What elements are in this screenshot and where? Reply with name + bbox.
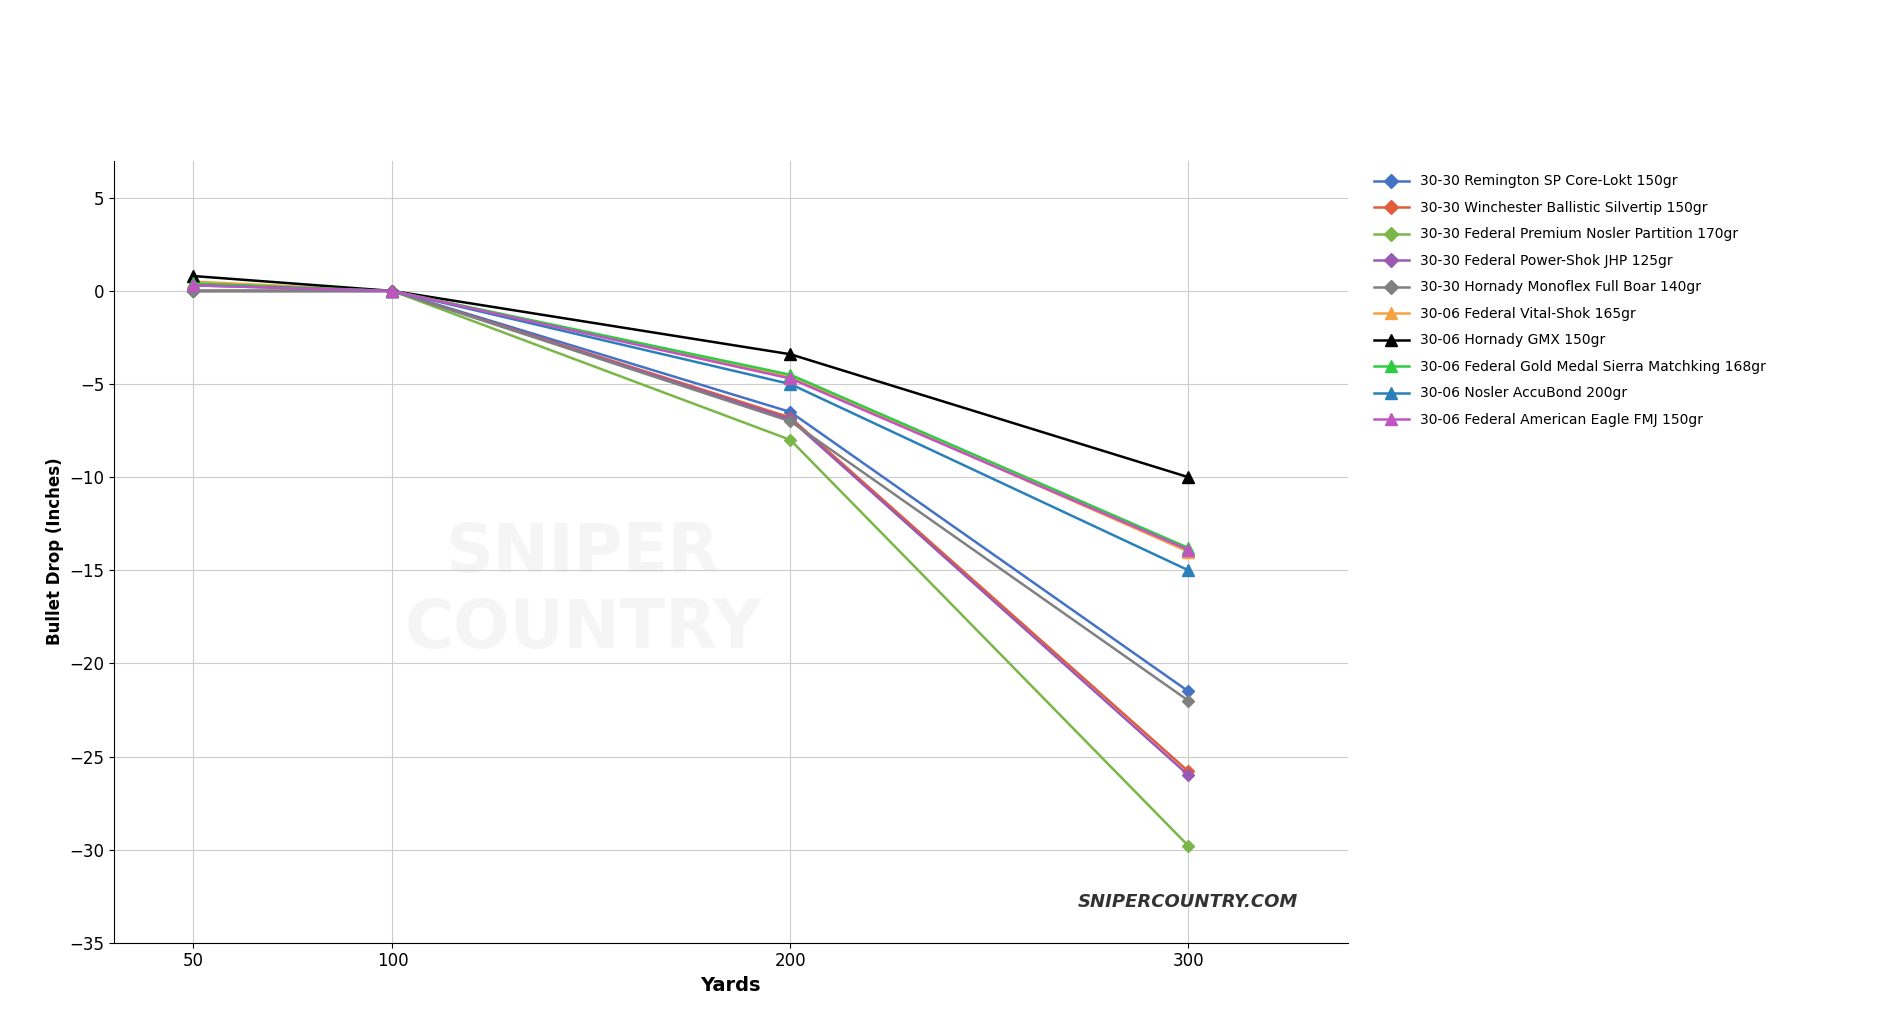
30-06 Federal Vital-Shok 165gr bbox=[778, 371, 801, 383]
30-30 Winchester Ballistic Silvertip 150gr bbox=[778, 411, 801, 424]
30-06 Federal American Eagle FMJ 150gr bbox=[381, 285, 404, 297]
30-30 Remington SP Core-Lokt 150gr bbox=[182, 285, 205, 297]
30-06 Hornady GMX 150gr bbox=[381, 285, 404, 297]
30-06 Federal Gold Medal Sierra Matchking 168gr bbox=[778, 369, 801, 381]
30-06 Hornady GMX 150gr bbox=[182, 269, 205, 282]
30-06 Federal American Eagle FMJ 150gr bbox=[1177, 544, 1200, 556]
30-30 Remington SP Core-Lokt 150gr bbox=[1177, 685, 1200, 697]
30-30 Hornady Monoflex Full Boar 140gr bbox=[182, 285, 205, 297]
30-30 Federal Premium Nosler Partition 170gr bbox=[182, 285, 205, 297]
30-06 Nosler AccuBond 200gr bbox=[182, 279, 205, 291]
Text: SHORT RANGE TRAJECTORY: SHORT RANGE TRAJECTORY bbox=[393, 33, 1505, 102]
30-30 Winchester Ballistic Silvertip 150gr bbox=[182, 285, 205, 297]
30-30 Federal Power-Shok JHP 125gr bbox=[778, 413, 801, 426]
30-30 Hornady Monoflex Full Boar 140gr bbox=[381, 285, 404, 297]
30-30 Federal Power-Shok JHP 125gr bbox=[182, 285, 205, 297]
30-06 Federal Vital-Shok 165gr bbox=[381, 285, 404, 297]
Line: 30-30 Federal Power-Shok JHP 125gr: 30-30 Federal Power-Shok JHP 125gr bbox=[190, 287, 1192, 779]
30-30 Winchester Ballistic Silvertip 150gr bbox=[381, 285, 404, 297]
Line: 30-06 Federal Vital-Shok 165gr: 30-06 Federal Vital-Shok 165gr bbox=[188, 276, 1194, 557]
30-06 Hornady GMX 150gr bbox=[1177, 471, 1200, 484]
30-06 Federal American Eagle FMJ 150gr bbox=[182, 279, 205, 291]
Line: 30-30 Winchester Ballistic Silvertip 150gr: 30-30 Winchester Ballistic Silvertip 150… bbox=[190, 287, 1192, 776]
30-30 Federal Premium Nosler Partition 170gr bbox=[1177, 840, 1200, 853]
30-30 Hornady Monoflex Full Boar 140gr bbox=[1177, 694, 1200, 707]
30-06 Federal Gold Medal Sierra Matchking 168gr bbox=[381, 285, 404, 297]
30-30 Winchester Ballistic Silvertip 150gr bbox=[1177, 766, 1200, 778]
Legend: 30-30 Remington SP Core-Lokt 150gr, 30-30 Winchester Ballistic Silvertip 150gr, : 30-30 Remington SP Core-Lokt 150gr, 30-3… bbox=[1367, 168, 1773, 434]
Line: 30-30 Hornady Monoflex Full Boar 140gr: 30-30 Hornady Monoflex Full Boar 140gr bbox=[190, 287, 1192, 704]
30-06 Federal American Eagle FMJ 150gr bbox=[778, 372, 801, 384]
Y-axis label: Bullet Drop (Inches): Bullet Drop (Inches) bbox=[46, 458, 65, 645]
30-30 Hornady Monoflex Full Boar 140gr bbox=[778, 415, 801, 428]
30-06 Federal Vital-Shok 165gr bbox=[1177, 545, 1200, 557]
Line: 30-06 Hornady GMX 150gr: 30-06 Hornady GMX 150gr bbox=[188, 270, 1194, 483]
30-06 Nosler AccuBond 200gr bbox=[1177, 564, 1200, 576]
30-06 Nosler AccuBond 200gr bbox=[778, 378, 801, 391]
30-30 Federal Premium Nosler Partition 170gr bbox=[381, 285, 404, 297]
30-06 Federal Vital-Shok 165gr bbox=[182, 276, 205, 288]
Line: 30-06 Federal American Eagle FMJ 150gr: 30-06 Federal American Eagle FMJ 150gr bbox=[188, 280, 1194, 555]
30-06 Federal Gold Medal Sierra Matchking 168gr bbox=[182, 278, 205, 290]
30-06 Hornady GMX 150gr bbox=[778, 348, 801, 361]
30-30 Federal Power-Shok JHP 125gr bbox=[1177, 769, 1200, 781]
X-axis label: Yards: Yards bbox=[700, 976, 761, 995]
Line: 30-30 Remington SP Core-Lokt 150gr: 30-30 Remington SP Core-Lokt 150gr bbox=[190, 287, 1192, 695]
30-30 Federal Power-Shok JHP 125gr bbox=[381, 285, 404, 297]
Text: SNIPER
COUNTRY: SNIPER COUNTRY bbox=[404, 520, 761, 662]
Line: 30-06 Federal Gold Medal Sierra Matchking 168gr: 30-06 Federal Gold Medal Sierra Matchkin… bbox=[188, 278, 1194, 553]
30-06 Federal Gold Medal Sierra Matchking 168gr bbox=[1177, 542, 1200, 554]
30-30 Remington SP Core-Lokt 150gr bbox=[778, 406, 801, 419]
Text: SNIPERCOUNTRY.COM: SNIPERCOUNTRY.COM bbox=[1078, 893, 1298, 912]
30-30 Federal Premium Nosler Partition 170gr bbox=[778, 434, 801, 447]
30-06 Nosler AccuBond 200gr bbox=[381, 285, 404, 297]
30-30 Remington SP Core-Lokt 150gr bbox=[381, 285, 404, 297]
Line: 30-30 Federal Premium Nosler Partition 170gr: 30-30 Federal Premium Nosler Partition 1… bbox=[190, 287, 1192, 851]
Line: 30-06 Nosler AccuBond 200gr: 30-06 Nosler AccuBond 200gr bbox=[188, 280, 1194, 576]
